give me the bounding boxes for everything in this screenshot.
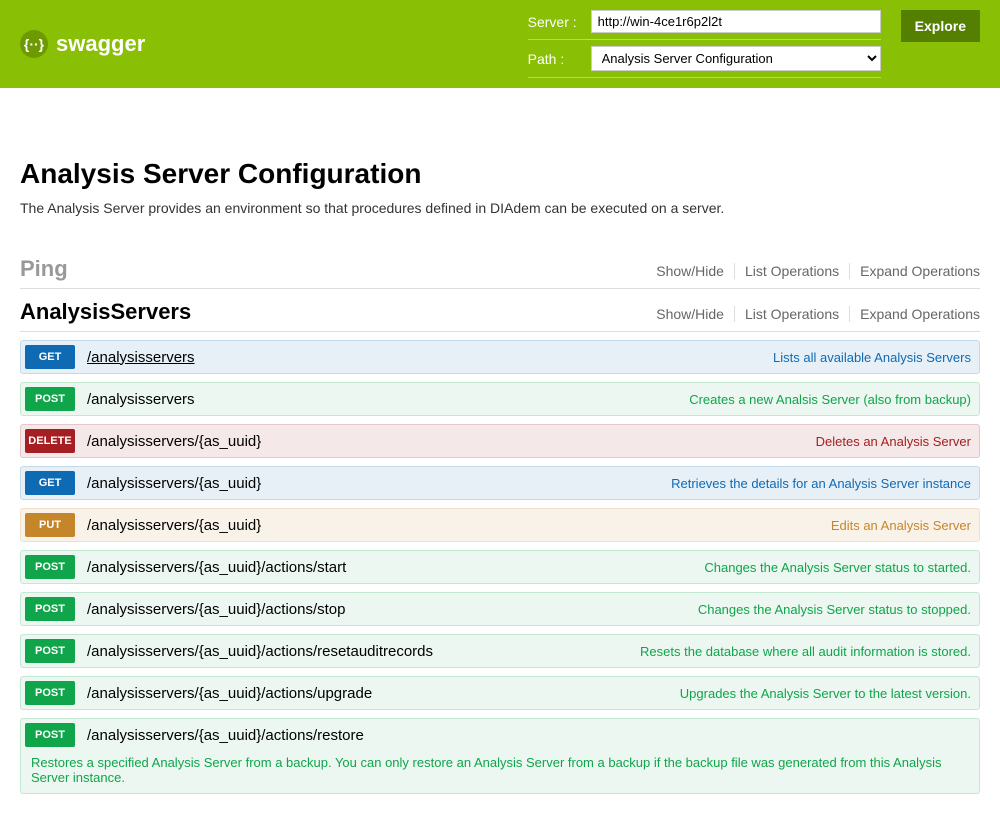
section-header: Ping Show/HideList OperationsExpand Opera… bbox=[20, 256, 980, 289]
operation-path[interactable]: /analysisservers/{as_uuid}/actions/upgra… bbox=[87, 685, 372, 702]
operation-row[interactable]: GET/analysisservers/{as_uuid} Retrieves t… bbox=[20, 466, 980, 500]
path-label: Path : bbox=[528, 51, 583, 67]
operation-description: Resets the database where all audit info… bbox=[640, 644, 971, 659]
method-badge[interactable]: POST bbox=[25, 723, 75, 747]
operation-path[interactable]: /analysisservers bbox=[87, 349, 195, 366]
operation-description: Edits an Analysis Server bbox=[831, 518, 971, 533]
operation-description: Upgrades the Analysis Server to the late… bbox=[680, 686, 971, 701]
explore-button[interactable]: Explore bbox=[901, 10, 980, 42]
section-header: AnalysisServers Show/HideList OperationsE… bbox=[20, 299, 980, 332]
header: {··} swagger Server : Path : Analysis Se… bbox=[0, 0, 1000, 88]
swagger-logo-icon: {··} bbox=[20, 30, 48, 58]
operation-row[interactable]: POST/analysisservers/{as_uuid}/actions/s… bbox=[20, 592, 980, 626]
operations-list: GET/analysisservers Lists all available A… bbox=[20, 340, 980, 794]
operation-row[interactable]: POST/analysisservers/{as_uuid}/actions/r… bbox=[20, 718, 980, 794]
operation-row[interactable]: PUT/analysisservers/{as_uuid} Edits an An… bbox=[20, 508, 980, 542]
section-op-link[interactable]: List Operations bbox=[735, 263, 850, 279]
operation-row[interactable]: POST/analysisservers/{as_uuid}/actions/r… bbox=[20, 634, 980, 668]
header-form: Server : Path : Analysis Server Configur… bbox=[528, 10, 980, 78]
operation-description: Lists all available Analysis Servers bbox=[773, 350, 971, 365]
operation-description: Deletes an Analysis Server bbox=[816, 434, 971, 449]
method-badge[interactable]: GET bbox=[25, 345, 75, 369]
page-title: Analysis Server Configuration bbox=[20, 158, 980, 190]
server-input[interactable] bbox=[591, 10, 881, 33]
section-op-link[interactable]: Show/Hide bbox=[646, 306, 735, 322]
method-badge[interactable]: PUT bbox=[25, 513, 75, 537]
section-op-link[interactable]: Show/Hide bbox=[646, 263, 735, 279]
section-ops: Show/HideList OperationsExpand Operation… bbox=[646, 263, 980, 279]
operation-description: Creates a new Analsis Server (also from … bbox=[689, 392, 971, 407]
section-op-link[interactable]: Expand Operations bbox=[850, 263, 980, 279]
operation-path[interactable]: /analysisservers bbox=[87, 391, 195, 408]
section-op-link[interactable]: Expand Operations bbox=[850, 306, 980, 322]
operation-path[interactable]: /analysisservers/{as_uuid} bbox=[87, 517, 261, 534]
section-title[interactable]: Ping bbox=[20, 256, 68, 282]
operation-description: Changes the Analysis Server status to st… bbox=[698, 602, 971, 617]
logo[interactable]: {··} swagger bbox=[20, 30, 145, 58]
operation-path[interactable]: /analysisservers/{as_uuid} bbox=[87, 475, 261, 492]
operation-path[interactable]: /analysisservers/{as_uuid}/actions/stop bbox=[87, 601, 345, 618]
operation-description: Changes the Analysis Server status to st… bbox=[704, 560, 971, 575]
section-op-link[interactable]: List Operations bbox=[735, 306, 850, 322]
server-label: Server : bbox=[528, 14, 583, 30]
main-container: Analysis Server Configuration The Analys… bbox=[0, 88, 1000, 832]
operation-path[interactable]: /analysisservers/{as_uuid}/actions/start bbox=[87, 559, 346, 576]
method-badge[interactable]: POST bbox=[25, 597, 75, 621]
operation-path[interactable]: /analysisservers/{as_uuid}/actions/reset… bbox=[87, 643, 433, 660]
operation-row[interactable]: DELETE/analysisservers/{as_uuid} Deletes … bbox=[20, 424, 980, 458]
operation-path[interactable]: /analysisservers/{as_uuid} bbox=[87, 433, 261, 450]
logo-text: swagger bbox=[56, 31, 145, 57]
page-description: The Analysis Server provides an environm… bbox=[20, 200, 980, 216]
path-row: Path : Analysis Server Configuration bbox=[528, 46, 881, 78]
server-row: Server : bbox=[528, 10, 881, 40]
operation-row[interactable]: POST/analysisservers/{as_uuid}/actions/s… bbox=[20, 550, 980, 584]
section-ops: Show/HideList OperationsExpand Operation… bbox=[646, 306, 980, 322]
operation-path[interactable]: /analysisservers/{as_uuid}/actions/resto… bbox=[87, 727, 364, 744]
operation-row[interactable]: GET/analysisservers Lists all available A… bbox=[20, 340, 980, 374]
method-badge[interactable]: POST bbox=[25, 681, 75, 705]
method-badge[interactable]: POST bbox=[25, 555, 75, 579]
method-badge[interactable]: POST bbox=[25, 387, 75, 411]
operation-row[interactable]: POST/analysisservers/{as_uuid}/actions/u… bbox=[20, 676, 980, 710]
method-badge[interactable]: POST bbox=[25, 639, 75, 663]
operation-row[interactable]: POST/analysisservers Creates a new Analsi… bbox=[20, 382, 980, 416]
operation-note: Restores a specified Analysis Server fro… bbox=[21, 751, 979, 793]
operation-description: Retrieves the details for an Analysis Se… bbox=[671, 476, 971, 491]
method-badge[interactable]: GET bbox=[25, 471, 75, 495]
method-badge[interactable]: DELETE bbox=[25, 429, 75, 453]
section-title[interactable]: AnalysisServers bbox=[20, 299, 191, 325]
path-select[interactable]: Analysis Server Configuration bbox=[591, 46, 881, 71]
